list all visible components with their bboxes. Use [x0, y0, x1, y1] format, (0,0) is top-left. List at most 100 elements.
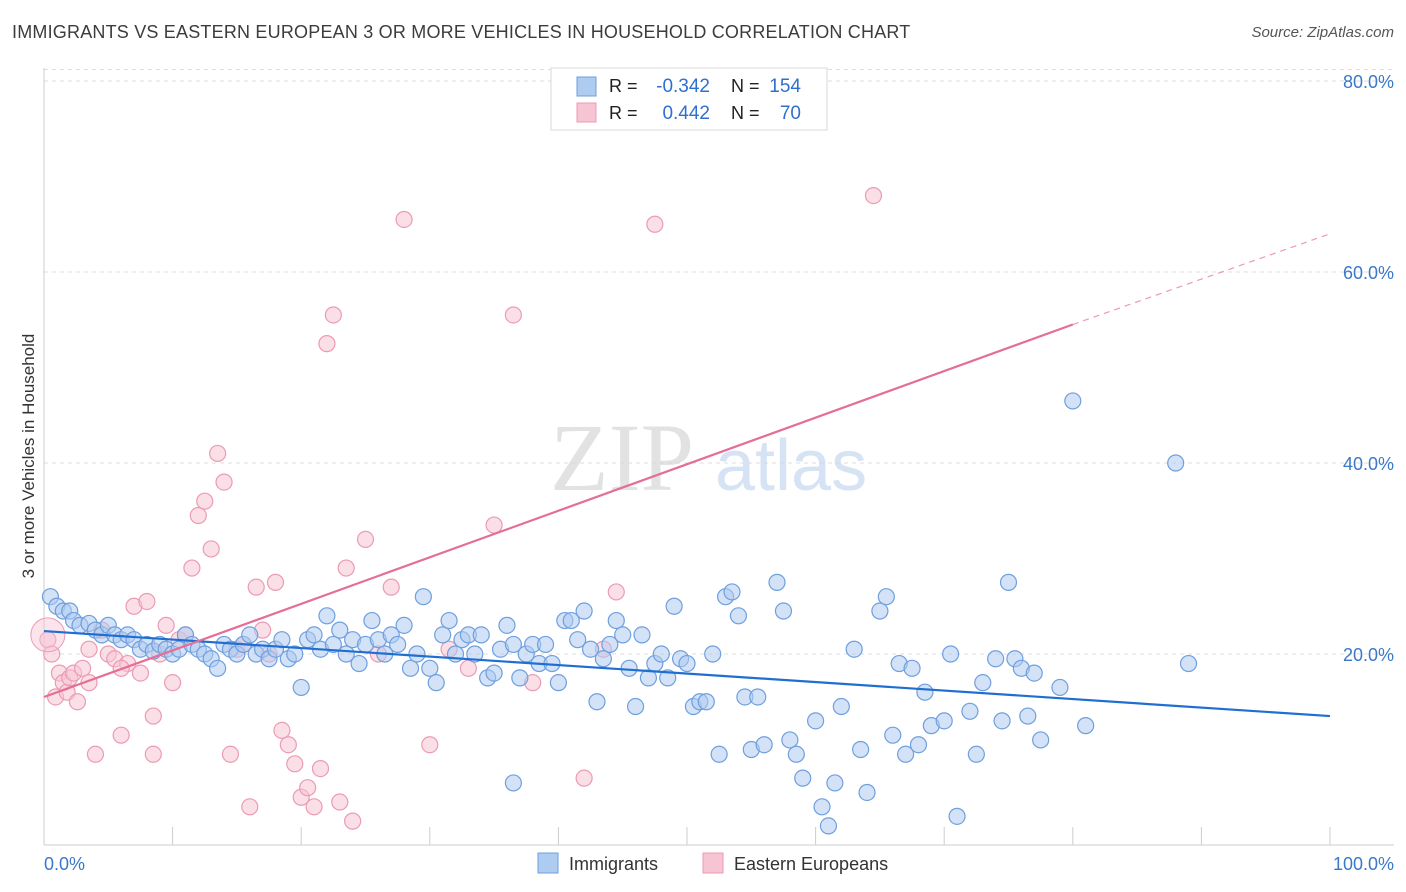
- eastern-europeans-point: [331, 793, 349, 811]
- immigrants-point: [749, 688, 767, 706]
- immigrants-point: [536, 635, 555, 654]
- eastern-europeans-point: [279, 736, 297, 754]
- eastern-europeans-point: [421, 736, 439, 754]
- immigrants-point: [1077, 717, 1095, 735]
- legend-label-eastern-europeans: Eastern Europeans: [734, 854, 888, 874]
- immigrants-point: [305, 626, 323, 644]
- eastern-europeans-point: [144, 745, 162, 763]
- immigrants-point: [562, 611, 580, 630]
- immigrants-point: [852, 740, 870, 759]
- immigrants-point: [273, 631, 291, 649]
- immigrants-point: [324, 635, 342, 654]
- eastern-europeans-point: [459, 659, 477, 677]
- immigrants-point: [787, 745, 805, 763]
- immigrants-point: [504, 635, 522, 654]
- immigrants-point: [755, 736, 773, 754]
- immigrants-point: [729, 607, 748, 625]
- immigrants-point: [614, 626, 632, 644]
- immigrants-point: [999, 573, 1018, 591]
- immigrants-point: [498, 616, 516, 634]
- eastern-europeans-point: [266, 573, 285, 591]
- immigrants-point: [594, 650, 613, 668]
- immigrants-point: [395, 616, 413, 634]
- immigrants-point: [942, 645, 960, 663]
- immigrants-point: [987, 650, 1005, 668]
- stats-n-label-eastern-europeans: N =: [731, 103, 760, 123]
- immigrants-point: [678, 654, 696, 673]
- eastern-europeans-point: [485, 516, 503, 534]
- immigrants-point: [466, 645, 484, 663]
- x-tick-label-max: 100.0%: [1333, 854, 1394, 874]
- immigrants-point: [511, 669, 529, 687]
- eastern-europeans-point: [395, 210, 413, 229]
- stats-r-value-eastern-europeans: 0.442: [662, 103, 710, 124]
- immigrants-point: [440, 611, 458, 630]
- immigrants-point: [819, 817, 838, 835]
- eastern-europeans-point: [241, 798, 259, 816]
- eastern-europeans-point: [189, 506, 207, 525]
- stats-r-value-immigrants: -0.342: [656, 76, 710, 97]
- eastern-europeans-point: [247, 578, 265, 596]
- y-axis-label: 3 or more Vehicles in Household: [19, 334, 38, 579]
- y-tick-label: 40.0%: [1343, 454, 1394, 474]
- immigrants-point: [948, 807, 966, 825]
- immigrants-point: [845, 640, 863, 658]
- eastern-europeans-point: [157, 616, 175, 634]
- immigrants-point: [774, 602, 793, 620]
- eastern-europeans-point: [311, 759, 330, 778]
- eastern-europeans-point: [73, 659, 92, 677]
- immigrants-point: [1064, 392, 1082, 410]
- immigrants-point: [401, 659, 420, 677]
- eastern-europeans-point: [144, 707, 162, 725]
- immigrants-point: [241, 626, 259, 644]
- immigrants-point: [639, 669, 658, 687]
- immigrants-point: [209, 659, 227, 677]
- eastern-europeans-point: [607, 583, 625, 601]
- legend-label-immigrants: Immigrants: [569, 854, 658, 874]
- immigrants-point: [710, 745, 728, 763]
- immigrants-point: [408, 645, 426, 663]
- immigrants-point: [331, 621, 349, 639]
- immigrants-point: [601, 635, 619, 654]
- immigrants-point: [1167, 454, 1185, 472]
- immigrants-point: [697, 693, 715, 711]
- eastern-europeans-point: [305, 798, 323, 816]
- immigrants-point: [286, 645, 304, 663]
- eastern-europeans-point: [646, 215, 664, 233]
- eastern-europeans-point: [273, 721, 291, 740]
- eastern-europeans-point: [221, 745, 240, 763]
- eastern-europeans-point: [164, 674, 182, 692]
- eastern-europeans-point: [209, 444, 227, 463]
- eastern-europeans-point: [286, 755, 304, 773]
- immigrants-point: [434, 626, 452, 644]
- immigrants-point: [781, 731, 799, 749]
- y-tick-label: 20.0%: [1343, 645, 1394, 665]
- immigrants-point: [350, 654, 368, 673]
- immigrants-point: [569, 631, 587, 649]
- immigrants-point: [1025, 664, 1043, 682]
- y-tick-labels: 20.0% 40.0% 60.0% 80.0%: [1343, 72, 1394, 665]
- immigrants-point: [1179, 654, 1198, 673]
- immigrants-point: [363, 611, 381, 630]
- eastern-europeans-point: [318, 335, 336, 353]
- immigrants-point: [472, 626, 490, 644]
- eastern-europeans-point: [86, 745, 105, 763]
- stats-n-label-immigrants: N =: [731, 76, 760, 96]
- stats-n-value-immigrants: 154: [769, 76, 801, 97]
- series-legend: Immigrants Eastern Europeans: [537, 852, 888, 874]
- immigrants-point: [832, 697, 850, 716]
- y-tick-label: 80.0%: [1343, 72, 1394, 92]
- immigrants-point: [549, 674, 568, 692]
- eastern-europeans-point: [575, 769, 593, 787]
- eastern-europeans-point: [196, 492, 214, 510]
- eastern-europeans-point: [112, 726, 130, 744]
- eastern-europeans-point: [202, 540, 220, 558]
- eastern-europeans-trend-line: [43, 323, 1074, 699]
- immigrants-point: [607, 611, 625, 630]
- stats-r-label-immigrants: R =: [609, 76, 638, 96]
- eastern-europeans-point: [344, 812, 362, 830]
- grid-lines: [44, 69, 1394, 655]
- stats-r-label-eastern-europeans: R =: [609, 103, 638, 123]
- immigrants-point: [871, 602, 889, 620]
- immigrants-point: [414, 588, 432, 606]
